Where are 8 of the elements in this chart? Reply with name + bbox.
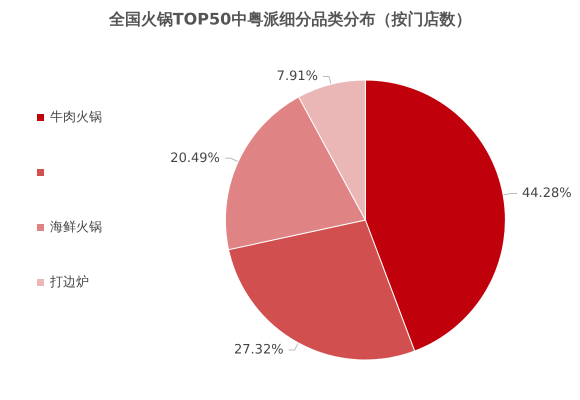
data-label: 20.49% [170, 150, 220, 166]
data-label: 27.32% [234, 342, 284, 358]
data-label: 44.28% [522, 186, 572, 202]
chart-title: 全国火锅TOP50中粤派细分品类分布（按门店数） [108, 10, 472, 28]
legend-label: 打边炉 [49, 275, 89, 290]
data-label: 7.91% [276, 69, 318, 84]
legend-label: 牛肉火锅 [50, 110, 102, 125]
legend-label: 海鲜火锅 [50, 220, 102, 235]
